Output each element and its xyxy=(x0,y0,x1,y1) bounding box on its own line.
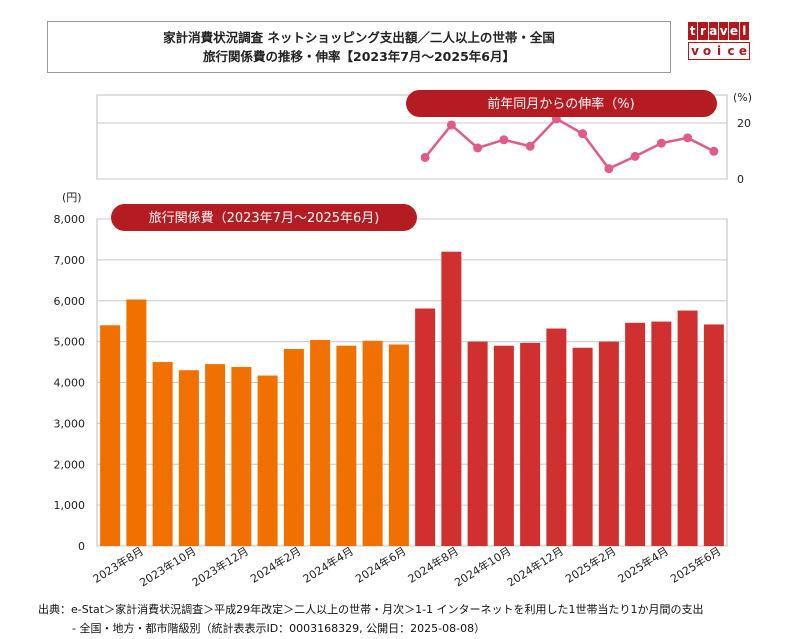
x-tick-label: 2023年12月 xyxy=(189,544,251,590)
growth-rate-point xyxy=(578,129,588,139)
logo-letter: v xyxy=(689,43,701,59)
logo-letter: e xyxy=(729,22,740,40)
growth-rate-point xyxy=(656,138,666,148)
logo-letter: i xyxy=(713,43,725,59)
bar xyxy=(520,342,541,546)
growth-rate-point xyxy=(420,152,430,162)
bar xyxy=(388,344,409,546)
bar xyxy=(283,348,304,546)
x-tick-label: 2024年6月 xyxy=(353,544,409,586)
logo-letter: l xyxy=(739,22,750,40)
y-tick-label: 6,000 xyxy=(54,295,86,308)
y-tick-label: 5,000 xyxy=(54,336,86,349)
bar xyxy=(598,341,619,546)
logo-letter: o xyxy=(701,43,713,59)
bar xyxy=(178,370,199,546)
x-tick-label: 2023年10月 xyxy=(137,544,199,590)
line-title-pill xyxy=(406,90,717,117)
logo-letter: t xyxy=(688,22,699,40)
y-tick-label: 4,000 xyxy=(54,377,86,390)
x-tick-label: 2025年6月 xyxy=(668,544,724,586)
logo-letter: r xyxy=(698,22,709,40)
growth-rate-point xyxy=(499,135,509,145)
x-tick-label: 2024年12月 xyxy=(504,544,566,590)
bar-chart-title: 旅行関係費（2023年7月～2025年6月) xyxy=(149,211,380,226)
bar xyxy=(572,347,593,546)
bar xyxy=(205,364,226,546)
chart-title-box: 家計消費状況調査 ネットショッピング支出額／二人以上の世帯・全国 旅行関係費の推… xyxy=(47,21,671,73)
source-note: 出典：e-Stat＞家計消費状況調査＞平成29年改定＞二人以上の世帯・月次＞1-… xyxy=(38,600,704,638)
y-tick-label: 2,000 xyxy=(54,458,86,471)
growth-rate-point xyxy=(473,143,483,153)
bar xyxy=(362,340,383,546)
bar xyxy=(100,325,121,546)
bar xyxy=(703,324,724,546)
bar xyxy=(441,251,462,546)
growth-rate-point xyxy=(446,120,456,130)
y-tick-label: 0 xyxy=(78,540,85,553)
line-y-tick-label: 20 xyxy=(737,117,751,130)
x-tick-label: 2025年2月 xyxy=(563,544,619,586)
bar xyxy=(257,375,278,546)
growth-rate-point xyxy=(683,133,693,143)
bar xyxy=(152,362,173,546)
y-tick-label: 8,000 xyxy=(54,213,86,226)
y-tick-label: 1,000 xyxy=(54,499,86,512)
line-chart-title: 前年同月からの伸率（%) xyxy=(487,96,634,112)
growth-rate-point xyxy=(709,146,719,156)
logo-letter: v xyxy=(718,22,730,40)
bar xyxy=(467,341,488,546)
x-tick-label: 2025年4月 xyxy=(615,544,671,586)
line-y-axis-unit: (%) xyxy=(733,91,752,104)
bar xyxy=(677,310,698,546)
bar xyxy=(651,321,672,546)
line-y-tick-label: 0 xyxy=(737,173,744,186)
chart-title-line2: 旅行関係費の推移・伸率【2023年7月～2025年6月】 xyxy=(203,49,515,64)
y-tick-label: 7,000 xyxy=(54,254,86,267)
growth-rate-point xyxy=(630,151,640,161)
x-tick-label: 2024年10月 xyxy=(452,544,514,590)
growth-rate-point xyxy=(604,164,614,174)
bar xyxy=(625,322,646,546)
source-line1: 出典：e-Stat＞家計消費状況調査＞平成29年改定＞二人以上の世帯・月次＞1-… xyxy=(38,603,704,616)
bar-title-pill xyxy=(111,204,417,231)
x-tick-label: 2024年4月 xyxy=(300,544,356,586)
bar xyxy=(415,308,436,546)
bar xyxy=(546,328,567,546)
bar xyxy=(310,339,331,546)
logo-letter: c xyxy=(725,43,737,59)
bar xyxy=(231,366,252,546)
logo-letter: e xyxy=(737,43,749,59)
source-line2: - 全国・地方・都市階級別（統計表表示ID：0003168329, 公開日：20… xyxy=(72,622,486,635)
bar xyxy=(126,299,147,546)
growth-rate-point xyxy=(525,141,535,151)
y-tick-label: 3,000 xyxy=(54,417,86,430)
logo-letter: a xyxy=(708,22,719,40)
chart-area: 0 1,000 2,000 3,000 4,000 5,000 6,000 7,000 8,00… xyxy=(54,90,752,590)
y-axis-unit: (円) xyxy=(62,191,82,204)
bar xyxy=(336,345,357,546)
x-tick-label: 2024年2月 xyxy=(248,544,304,586)
bar xyxy=(493,345,514,546)
chart-title-line1: 家計消費状況調査 ネットショッピング支出額／二人以上の世帯・全国 xyxy=(163,30,555,45)
